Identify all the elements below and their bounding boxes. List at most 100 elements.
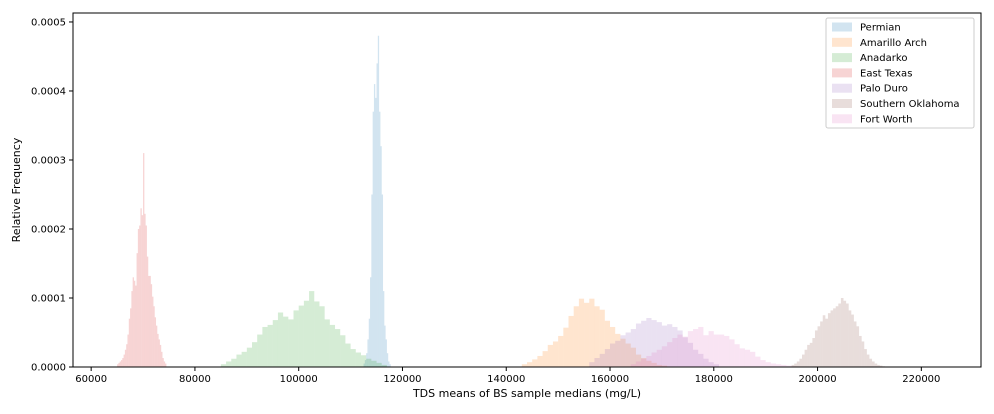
histogram-bar — [381, 194, 384, 367]
x-tick-label: 80000 — [179, 374, 211, 385]
histogram-bar — [830, 310, 834, 367]
legend-label: Fort Worth — [860, 114, 913, 125]
histogram-bar — [563, 327, 569, 367]
histogram-bar — [383, 291, 385, 367]
histogram-bar — [698, 326, 704, 367]
histogram-bar — [672, 338, 678, 367]
histogram-bar — [283, 316, 289, 367]
histogram-bar — [661, 346, 668, 367]
histogram-bar — [848, 310, 852, 367]
histogram-bar — [133, 280, 136, 367]
histogram-bar — [257, 334, 263, 367]
histogram-bar — [161, 351, 163, 367]
histogram-bar — [594, 306, 600, 367]
histogram-bar — [154, 317, 157, 367]
histogram-bar — [165, 363, 167, 367]
plot-frame — [72, 12, 982, 368]
legend-swatch — [832, 99, 852, 108]
legend-item: Southern Oklahoma — [832, 99, 960, 110]
histogram-bar — [159, 344, 162, 367]
legend-item: Permian — [832, 22, 901, 34]
histogram-bar — [781, 364, 787, 367]
legend-label: Palo Duro — [860, 84, 908, 95]
legend-swatch — [832, 68, 852, 78]
x-tick-label: 140000 — [487, 374, 525, 385]
histogram-bar — [120, 360, 123, 367]
histogram-bar — [521, 364, 527, 367]
y-tick-label: 0.0003 — [31, 155, 66, 166]
histogram-bar — [724, 335, 730, 367]
histogram-bar — [693, 349, 699, 367]
histogram-bar — [703, 335, 709, 367]
histogram-bar — [135, 285, 137, 367]
histogram-bar — [355, 352, 361, 367]
histogram-bar — [814, 330, 818, 367]
histogram-bar — [713, 364, 719, 367]
histogram-bar — [128, 318, 131, 367]
histogram-bar — [376, 63, 378, 367]
histogram-bar — [630, 347, 636, 367]
histogram-bar — [368, 318, 371, 367]
histogram-bar — [558, 335, 564, 367]
y-tick-label: 0.0001 — [31, 293, 66, 304]
histogram-bar — [288, 319, 294, 367]
histogram-bar — [303, 300, 310, 367]
histogram-bar — [373, 84, 376, 368]
histogram-bar — [156, 325, 158, 367]
histogram-bar — [812, 338, 815, 367]
histogram-bar — [127, 334, 129, 367]
histogram-bar — [262, 326, 268, 367]
histogram-bar — [277, 312, 284, 367]
histogram-bar — [661, 365, 668, 367]
legend-item: East Texas — [832, 68, 912, 79]
x-axis-label: TDS means of BS sample medians (mg/L) — [412, 387, 641, 400]
histogram-bar — [713, 334, 719, 367]
legend-item: Amarillo Arch — [832, 37, 927, 49]
histogram-bar — [131, 291, 133, 367]
histogram-bar — [604, 349, 611, 367]
histogram-bar — [840, 297, 844, 367]
histogram-bar — [610, 326, 616, 367]
histogram-bar — [363, 363, 365, 367]
histogram-bar — [838, 303, 841, 367]
x-axis-ticks: 60000 80000 100000 120000 140000 160000 180000… — [75, 367, 940, 385]
histogram-bar — [143, 153, 145, 367]
histogram-bar — [252, 342, 258, 367]
histogram-bar — [667, 324, 673, 367]
histogram-bar — [578, 298, 585, 367]
histogram-bar — [687, 331, 694, 367]
histogram-bar — [770, 363, 777, 367]
histogram-bar — [370, 277, 372, 367]
histogram-bar — [693, 329, 699, 367]
histogram-bar — [804, 349, 808, 367]
histogram-bar — [145, 225, 147, 367]
histogram-bar — [630, 329, 636, 367]
histogram-bar — [651, 320, 657, 367]
histogram-bar — [226, 361, 232, 367]
histogram-bar — [872, 361, 875, 367]
histogram-bar — [825, 318, 828, 367]
histogram-bar — [615, 340, 621, 367]
histogram-bar — [350, 349, 356, 367]
histogram-bar — [739, 348, 745, 367]
histogram-bar — [682, 336, 688, 367]
histogram-bar — [843, 300, 847, 367]
x-tick-label: 200000 — [798, 374, 836, 385]
histogram-bar — [835, 306, 839, 367]
histogram-bar — [635, 354, 642, 367]
histogram-bar — [599, 353, 605, 367]
histogram-bar — [646, 318, 652, 367]
histogram-bar — [220, 364, 227, 367]
histogram-bar — [827, 313, 831, 367]
histogram-bar — [625, 332, 631, 367]
histogram-bar — [641, 358, 647, 367]
histogram-bar — [656, 364, 662, 367]
histogram-bar — [141, 215, 144, 367]
histogram-bar — [641, 320, 647, 367]
histogram-bar — [708, 331, 714, 367]
series-anadarko — [220, 291, 387, 367]
histogram-bar — [380, 146, 382, 367]
histogram-bar — [861, 341, 865, 367]
histogram-bar — [149, 275, 151, 367]
histogram-bar — [386, 353, 389, 367]
